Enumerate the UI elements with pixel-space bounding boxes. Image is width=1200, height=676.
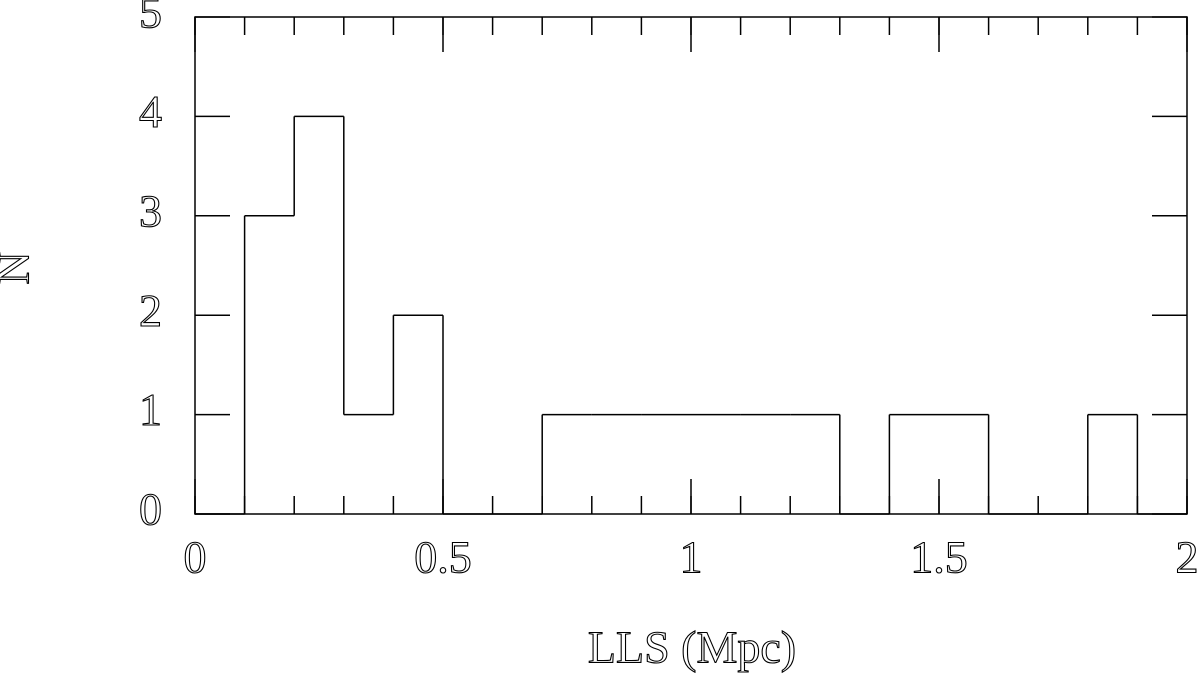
x-tick-label: 0 [184, 532, 207, 583]
histogram-bar [541, 413, 592, 514]
histogram-bar [790, 413, 841, 514]
y-axis-label: N [0, 251, 39, 284]
y-tick-label: 3 [139, 185, 162, 236]
y-tick-label: 1 [139, 384, 162, 435]
histogram-bar [888, 413, 939, 514]
x-tick-label: 1 [680, 532, 703, 583]
x-tick-label: 2 [1176, 532, 1199, 583]
histogram-bar [392, 314, 444, 514]
histogram-bar [293, 115, 345, 415]
x-axis-label: LLS (Mpc) [588, 622, 796, 673]
x-tick-label: 0.5 [414, 532, 472, 583]
x-tick-label: 1.5 [910, 532, 968, 583]
y-tick-label: 0 [139, 484, 162, 535]
histogram-bar [939, 413, 990, 514]
y-tick-label: 4 [139, 86, 162, 137]
y-tick-label: 5 [139, 0, 162, 38]
histogram-bar [1087, 413, 1139, 514]
histogram-bar [243, 215, 295, 514]
y-tick-label: 2 [139, 285, 162, 336]
